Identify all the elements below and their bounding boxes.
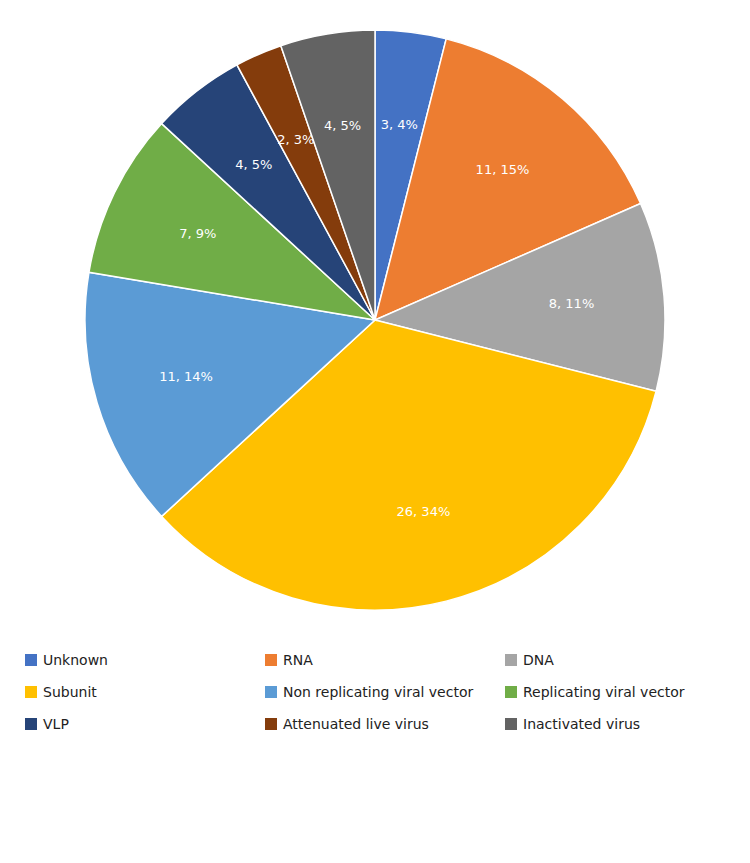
data-label: 8, 11% — [549, 296, 594, 311]
legend-swatch — [265, 718, 277, 730]
data-label: 7, 9% — [179, 226, 216, 241]
legend-swatch — [505, 654, 517, 666]
legend: Unknown RNA DNA Subunit Non replicating vira… — [25, 652, 685, 732]
data-label: 4, 5% — [235, 157, 272, 172]
legend-item: Non replicating viral vector — [265, 684, 473, 700]
legend-swatch — [505, 686, 517, 698]
legend-label: DNA — [523, 652, 554, 668]
legend-item: Inactivated virus — [505, 716, 640, 732]
legend-label: Non replicating viral vector — [283, 684, 473, 700]
legend-item: VLP — [25, 716, 69, 732]
legend-label: RNA — [283, 652, 313, 668]
data-label: 3, 4% — [381, 117, 418, 132]
legend-swatch — [25, 718, 37, 730]
legend-swatch — [505, 718, 517, 730]
data-label: 2, 3% — [277, 132, 314, 147]
data-label: 11, 14% — [159, 369, 213, 384]
legend-label: Subunit — [43, 684, 97, 700]
slice — [281, 30, 375, 320]
legend-item: Subunit — [25, 684, 97, 700]
data-label: 4, 5% — [324, 118, 361, 133]
legend-item: DNA — [505, 652, 554, 668]
legend-item: RNA — [265, 652, 313, 668]
legend-label: Inactivated virus — [523, 716, 640, 732]
legend-label: VLP — [43, 716, 69, 732]
data-label: 26, 34% — [397, 504, 451, 519]
legend-label: Attenuated live virus — [283, 716, 429, 732]
legend-swatch — [265, 686, 277, 698]
legend-item: Replicating viral vector — [505, 684, 685, 700]
legend-swatch — [265, 654, 277, 666]
chart: 3, 4% 11, 15% 8, 11% 26, 34% 11, 14% 7, 9% 4, … — [0, 0, 750, 863]
legend-swatch — [25, 654, 37, 666]
legend-label: Replicating viral vector — [523, 684, 685, 700]
legend-item: Attenuated live virus — [265, 716, 429, 732]
legend-item: Unknown — [25, 652, 108, 668]
slices — [85, 30, 665, 610]
data-label: 11, 15% — [476, 162, 530, 177]
pie: 3, 4% 11, 15% 8, 11% 26, 34% 11, 14% 7, 9% 4, … — [85, 30, 665, 610]
legend-label: Unknown — [43, 652, 108, 668]
data-labels: 3, 4% 11, 15% 8, 11% 26, 34% 11, 14% 7, 9% 4, … — [159, 117, 594, 519]
legend-swatch — [25, 686, 37, 698]
